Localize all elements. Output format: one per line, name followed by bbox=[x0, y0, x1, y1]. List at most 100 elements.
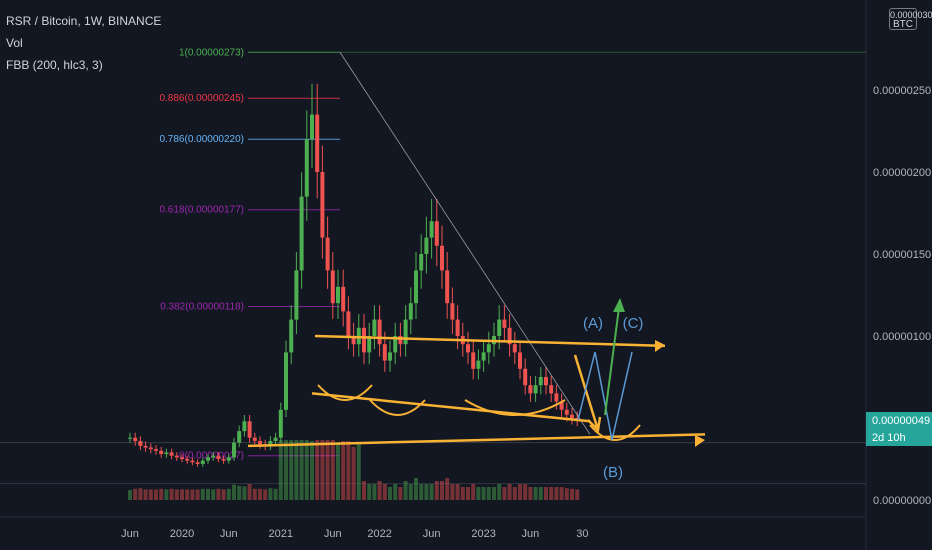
candle-body[interactable] bbox=[289, 319, 294, 353]
candle-body[interactable] bbox=[377, 319, 382, 345]
candle-body[interactable] bbox=[242, 421, 247, 432]
candle-body[interactable] bbox=[336, 286, 340, 304]
candle-body[interactable] bbox=[466, 344, 470, 353]
candle-body[interactable] bbox=[133, 437, 138, 441]
candle-body[interactable] bbox=[221, 459, 226, 461]
symbol-legend[interactable]: RSR / Bitcoin, 1W, BINANCE bbox=[6, 14, 162, 28]
candle-body[interactable] bbox=[414, 270, 418, 304]
candle-body[interactable] bbox=[564, 409, 569, 415]
candle-body[interactable] bbox=[310, 114, 314, 140]
candle-body[interactable] bbox=[206, 457, 210, 461]
candle-body[interactable] bbox=[299, 196, 304, 271]
candle-body[interactable] bbox=[398, 336, 403, 345]
candle-body[interactable] bbox=[226, 457, 231, 461]
candle-body[interactable] bbox=[554, 393, 559, 402]
candle-body[interactable] bbox=[434, 221, 439, 246]
candle-body[interactable] bbox=[174, 455, 179, 458]
candle-body[interactable] bbox=[294, 270, 299, 320]
candle-body[interactable] bbox=[502, 319, 507, 328]
candle-body[interactable] bbox=[232, 442, 236, 458]
volume-bar bbox=[398, 487, 403, 500]
currency-badge[interactable]: 0.00000300 BTC bbox=[889, 8, 932, 30]
indicator-legend[interactable]: FBB (200, hlc3, 3) bbox=[6, 58, 103, 72]
candle-body[interactable] bbox=[393, 336, 398, 353]
volume-bar bbox=[242, 486, 247, 500]
candle-body[interactable] bbox=[403, 319, 408, 345]
candle-body[interactable] bbox=[180, 457, 184, 459]
candle-body[interactable] bbox=[128, 437, 132, 439]
candle-body[interactable] bbox=[372, 319, 377, 336]
candle-body[interactable] bbox=[211, 455, 216, 458]
candle-body[interactable] bbox=[549, 385, 554, 394]
candle-body[interactable] bbox=[330, 270, 335, 304]
candle-body[interactable] bbox=[159, 450, 164, 455]
candle-body[interactable] bbox=[284, 352, 288, 410]
candle-body[interactable] bbox=[497, 319, 502, 336]
candle-body[interactable] bbox=[190, 460, 195, 463]
candle-body[interactable] bbox=[408, 303, 413, 320]
candle-body[interactable] bbox=[268, 440, 273, 446]
candle-body[interactable] bbox=[388, 352, 392, 361]
candle-body[interactable] bbox=[523, 368, 528, 386]
last-price-tag: 0.00000049 bbox=[866, 412, 932, 430]
candle-body[interactable] bbox=[533, 385, 538, 394]
volume-bar bbox=[434, 481, 439, 500]
candle-body[interactable] bbox=[320, 172, 325, 238]
candle-body[interactable] bbox=[507, 327, 512, 345]
candle-body[interactable] bbox=[169, 452, 174, 456]
candle-body[interactable] bbox=[185, 459, 190, 461]
candle-body[interactable] bbox=[471, 352, 476, 369]
candle-body[interactable] bbox=[440, 245, 444, 271]
candle-body[interactable] bbox=[455, 319, 460, 336]
candle-body[interactable] bbox=[486, 344, 491, 353]
volume-legend[interactable]: Vol bbox=[6, 36, 23, 50]
candle-body[interactable] bbox=[429, 221, 434, 238]
candle-body[interactable] bbox=[351, 336, 356, 345]
candle-body[interactable] bbox=[481, 352, 486, 361]
candle-body[interactable] bbox=[195, 462, 200, 464]
candle-body[interactable] bbox=[424, 237, 429, 254]
wave-label: (B) bbox=[603, 464, 623, 481]
down-arrow bbox=[573, 354, 602, 433]
candle-body[interactable] bbox=[273, 437, 278, 441]
candle-body[interactable] bbox=[200, 460, 205, 464]
candle-body[interactable] bbox=[216, 455, 221, 459]
candle-body[interactable] bbox=[258, 440, 262, 445]
time-tick-label: 2020 bbox=[170, 528, 194, 540]
candle-body[interactable] bbox=[419, 254, 424, 271]
volume-bar bbox=[471, 484, 476, 500]
candle-body[interactable] bbox=[518, 352, 522, 369]
candle-body[interactable] bbox=[346, 311, 351, 336]
candle-body[interactable] bbox=[341, 286, 346, 312]
candle-body[interactable] bbox=[445, 270, 450, 304]
volume-bar bbox=[258, 488, 262, 500]
volume-bar bbox=[424, 484, 429, 500]
candle-body[interactable] bbox=[252, 437, 257, 441]
candle-body[interactable] bbox=[538, 377, 543, 386]
candle-body[interactable] bbox=[247, 421, 252, 438]
candle-body[interactable] bbox=[362, 327, 366, 353]
volume-bar bbox=[278, 440, 283, 500]
candle-body[interactable] bbox=[570, 414, 574, 418]
volume-bar bbox=[356, 444, 361, 500]
candle-body[interactable] bbox=[382, 344, 387, 361]
candle-body[interactable] bbox=[325, 237, 330, 271]
candle-body[interactable] bbox=[528, 385, 533, 394]
candle-body[interactable] bbox=[154, 449, 158, 451]
candle-body[interactable] bbox=[544, 377, 548, 386]
candle-body[interactable] bbox=[138, 440, 143, 446]
candle-body[interactable] bbox=[450, 303, 455, 320]
candle-body[interactable] bbox=[476, 360, 481, 369]
candle-body[interactable] bbox=[367, 336, 372, 353]
candle-body[interactable] bbox=[237, 431, 242, 443]
candle-body[interactable] bbox=[512, 344, 517, 353]
volume-bar bbox=[408, 484, 413, 500]
candle-body[interactable] bbox=[278, 409, 283, 438]
candle-body[interactable] bbox=[304, 139, 309, 197]
candle-body[interactable] bbox=[148, 447, 153, 450]
candle-body[interactable] bbox=[315, 114, 320, 172]
candle-body[interactable] bbox=[143, 445, 148, 448]
candle-body[interactable] bbox=[559, 401, 564, 410]
candle-body[interactable] bbox=[164, 452, 169, 455]
